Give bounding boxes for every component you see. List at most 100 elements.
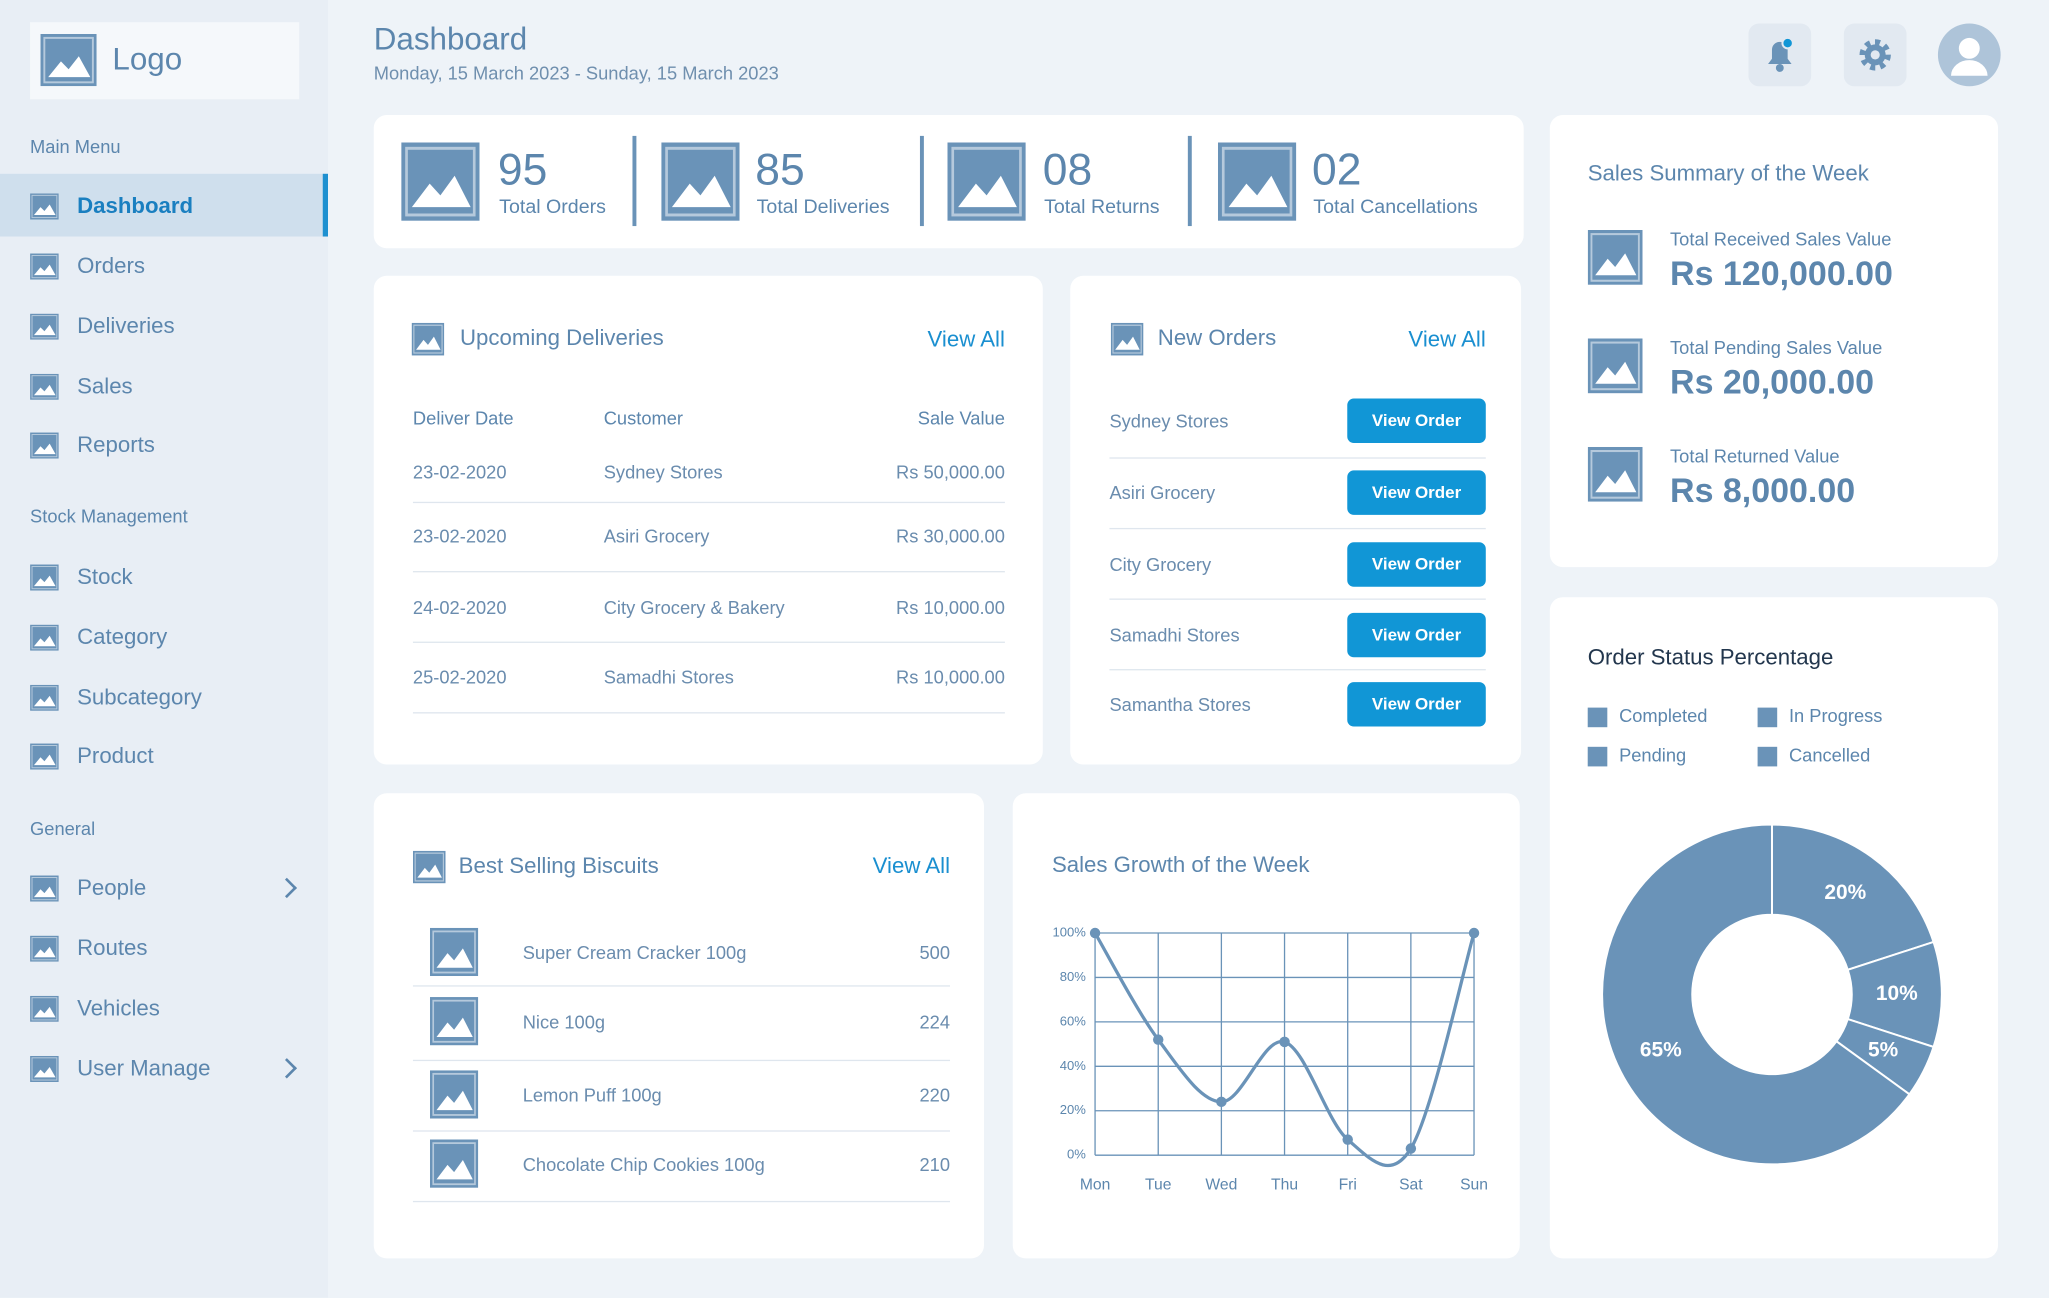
avatar[interactable] xyxy=(1937,23,2001,87)
product-quantity: 224 xyxy=(919,1011,951,1033)
summary-label: Total Returned Value xyxy=(1670,445,1840,467)
donut-slice xyxy=(1770,823,1935,972)
y-tick-label: 80% xyxy=(1060,969,1087,984)
card-title: Sales Summary of the Week xyxy=(1587,160,1869,186)
summary-value: Rs 120,000.00 xyxy=(1670,253,1893,293)
upcoming-deliveries-card xyxy=(373,275,1043,765)
menu-item[interactable]: Routes xyxy=(77,935,148,961)
menu-item[interactable]: Subcategory xyxy=(77,684,202,710)
bell-button[interactable] xyxy=(1748,23,1812,87)
row-separator xyxy=(412,571,1005,573)
stat-label: Total Cancellations xyxy=(1313,196,1478,219)
table-cell: Samadhi Stores xyxy=(603,666,734,688)
row-separator xyxy=(412,985,951,987)
view-order-button[interactable]: View Order xyxy=(1347,470,1486,515)
row-separator xyxy=(1109,457,1486,459)
card-title: New Orders xyxy=(1157,325,1277,351)
legend-swatch xyxy=(1587,707,1608,728)
y-tick-label: 40% xyxy=(1060,1058,1087,1073)
menu-item[interactable]: Dashboard xyxy=(77,193,194,219)
view-all-link[interactable]: View All xyxy=(872,853,951,879)
product-quantity: 220 xyxy=(919,1084,951,1106)
row-separator xyxy=(1109,598,1486,600)
summary-value: Rs 20,000.00 xyxy=(1670,362,1875,402)
menu-item[interactable]: Stock xyxy=(77,564,133,590)
customer-name: City Grocery xyxy=(1109,553,1212,575)
legend-swatch xyxy=(1757,746,1778,767)
avatar-icon xyxy=(1950,37,1988,76)
page-title: Dashboard xyxy=(373,22,528,59)
menu-item[interactable]: Product xyxy=(77,743,154,769)
customer-name: Asiri Grocery xyxy=(1109,482,1216,503)
view-order-button[interactable]: View Order xyxy=(1347,542,1486,587)
menu-section-title: Main Menu xyxy=(30,135,121,157)
product-quantity: 210 xyxy=(919,1153,951,1175)
customer-name: Samantha Stores xyxy=(1109,693,1251,715)
y-tick-label: 20% xyxy=(1060,1102,1087,1117)
row-separator xyxy=(1109,669,1486,671)
menu-item[interactable]: Deliveries xyxy=(77,313,175,339)
product-quantity: 500 xyxy=(919,942,951,963)
slice-label: 65% xyxy=(1640,1039,1682,1062)
table-cell: City Grocery & Bakery xyxy=(603,597,785,618)
view-all-link[interactable]: View All xyxy=(1408,326,1486,352)
x-tick-label: Thu xyxy=(1271,1176,1298,1193)
customer-name: Samadhi Stores xyxy=(1109,624,1240,646)
summary-label: Total Received Sales Value xyxy=(1670,228,1892,250)
table-cell: 23-02-2020 xyxy=(412,461,507,483)
column-header: Deliver Date xyxy=(412,407,514,429)
product-name: Nice 100g xyxy=(522,1011,606,1033)
row-separator xyxy=(412,1200,951,1203)
y-tick-label: 0% xyxy=(1067,1147,1086,1162)
gear-icon xyxy=(1859,39,1891,71)
slice-label: 20% xyxy=(1824,881,1866,904)
stat-label: Total Orders xyxy=(499,196,606,219)
table-cell: Rs 10,000.00 xyxy=(896,666,1005,688)
legend-label: In Progress xyxy=(1789,705,1882,726)
view-all-link[interactable]: View All xyxy=(927,326,1005,352)
logo-text: Logo xyxy=(112,42,183,78)
table-cell: 23-02-2020 xyxy=(412,525,507,547)
view-order-button[interactable]: View Order xyxy=(1347,682,1486,727)
menu-item[interactable]: Vehicles xyxy=(77,995,160,1021)
row-separator xyxy=(412,1130,951,1132)
view-order-button[interactable]: View Order xyxy=(1347,398,1486,443)
menu-item[interactable]: Sales xyxy=(77,373,133,399)
menu-section-title: General xyxy=(30,817,96,839)
view-order-button[interactable]: View Order xyxy=(1347,612,1486,658)
x-tick-label: Fri xyxy=(1339,1176,1357,1193)
row-separator xyxy=(412,712,1005,714)
column-header: Customer xyxy=(603,407,684,429)
row-separator xyxy=(412,1059,951,1062)
data-point xyxy=(1279,1036,1290,1048)
legend-label: Cancelled xyxy=(1789,744,1870,765)
slice-label: 5% xyxy=(1868,1039,1899,1062)
legend-label: Completed xyxy=(1619,705,1707,726)
menu-item[interactable]: Reports xyxy=(77,432,155,458)
sales-growth-card xyxy=(1012,793,1520,1259)
data-point xyxy=(1342,1134,1353,1145)
stat-divider xyxy=(632,135,637,227)
data-point xyxy=(1152,1034,1164,1045)
row-separator xyxy=(412,501,1005,504)
menu-item[interactable]: User Manage xyxy=(77,1055,211,1081)
table-cell: 24-02-2020 xyxy=(412,597,507,618)
stat-value: 85 xyxy=(755,144,805,195)
menu-item[interactable]: Orders xyxy=(77,253,146,279)
summary-label: Total Pending Sales Value xyxy=(1670,337,1883,358)
menu-item[interactable]: People xyxy=(77,875,147,901)
y-tick-label: 60% xyxy=(1060,1013,1087,1028)
menu-item[interactable]: Category xyxy=(77,624,168,650)
bell-icon xyxy=(1768,36,1794,72)
table-cell: Rs 10,000.00 xyxy=(896,597,1005,618)
donut-slice xyxy=(1601,823,1911,1166)
date-range: Monday, 15 March 2023 - Sunday, 15 March… xyxy=(373,62,779,84)
product-name: Lemon Puff 100g xyxy=(522,1084,662,1106)
legend-label: Pending xyxy=(1619,744,1686,765)
x-tick-label: Tue xyxy=(1145,1176,1172,1193)
settings-button[interactable] xyxy=(1843,23,1907,87)
chart-title: Order Status Percentage xyxy=(1588,644,1834,669)
